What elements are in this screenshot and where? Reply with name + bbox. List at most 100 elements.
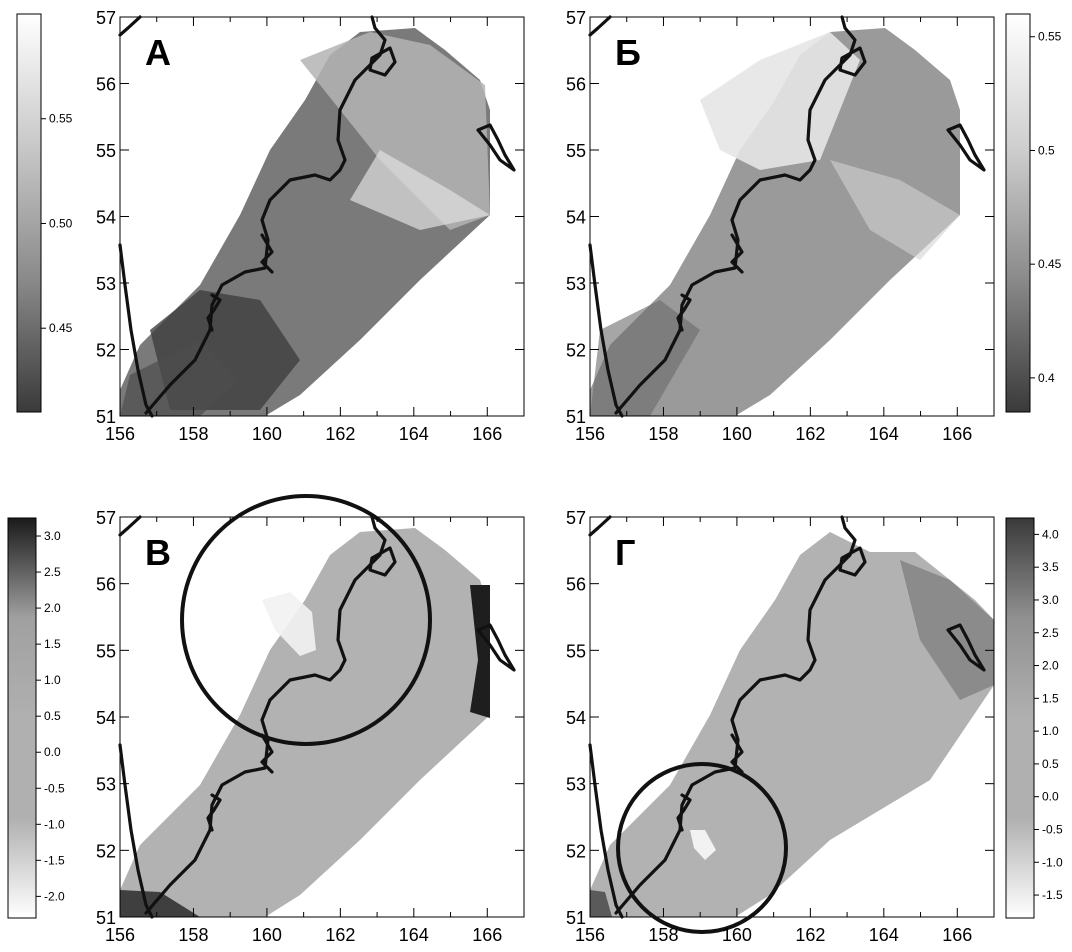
colorbar-c [7,517,37,919]
y-tick-label: 54 [96,708,116,728]
colorbar-tick-label: 0.0 [44,745,61,759]
y-tick-label: 54 [566,208,586,228]
colorbar-tick-label: -1.0 [1042,855,1063,869]
x-tick-label: 162 [325,424,355,444]
y-tick-label: 52 [566,341,586,361]
colorbar-tick-label: 3.0 [1042,593,1059,607]
x-tick-label: 156 [105,925,135,945]
highlight-circle-c [180,494,432,746]
y-tick-label: 53 [566,274,586,294]
colorbar-tick-label: -0.5 [44,781,65,795]
colorbar-b [1005,13,1031,413]
colorbar-tick-label: -1.0 [44,817,65,831]
panel-letter-b: Б [615,32,641,73]
colorbar-tick-label: 0.5 [1038,143,1055,157]
colorbar-tick-label: -0.5 [1042,822,1063,836]
x-tick-label: 166 [472,424,502,444]
panel-d: Г 156 158 160 162 164 166 51 52 53 54 55 56 57 4.0 3.… [566,508,1063,945]
coastline-d [588,515,986,919]
y-tick-label: 51 [96,407,116,427]
raster-map-b [590,28,960,416]
colorbar-d [1005,517,1035,919]
coastline-b [588,15,986,418]
coastline-a [118,15,516,418]
colorbar-tick-label: -1.5 [44,853,65,867]
panel-letter-a: А [145,32,171,73]
x-tick-label: 166 [472,925,502,945]
panel-letter-c: В [145,532,171,573]
colorbar-tick-label: 1.0 [1042,724,1059,738]
x-tick-label: 160 [722,925,752,945]
y-tick-label: 53 [96,274,116,294]
y-tick-label: 55 [566,641,586,661]
y-tick-label: 51 [566,908,586,928]
y-tick-label: 56 [96,575,116,595]
colorbar-tick-label: 2.0 [1042,659,1059,673]
colorbar-tick-label: 0.4 [1038,371,1055,385]
colorbar-tick-label: 0.50 [49,216,73,230]
y-tick-label: 54 [566,708,586,728]
colorbar-tick-label: 3.5 [1042,560,1059,574]
colorbar-a [16,13,42,413]
x-tick-label: 158 [178,424,208,444]
x-tick-label: 160 [252,925,282,945]
colorbar-tick-label: 2.5 [44,565,61,579]
y-tick-label: 53 [566,775,586,795]
y-tick-label: 53 [96,775,116,795]
colorbar-tick-label: 0.55 [49,112,73,126]
x-tick-label: 158 [178,925,208,945]
raster-map-d [590,532,994,917]
colorbar-tick-label: 1.0 [44,673,61,687]
panel-c: В 156 158 160 162 164 166 51 52 53 54 55 56 57 3.0 2.… [7,494,525,945]
colorbar-tick-label: -1.5 [1042,888,1063,902]
x-tick-label: 162 [795,925,825,945]
y-tick-label: 56 [566,575,586,595]
colorbar-tick-label: 0.45 [49,321,73,335]
x-tick-label: 156 [105,424,135,444]
y-tick-label: 54 [96,208,116,228]
colorbar-tick-label: 1.5 [1042,691,1059,705]
x-tick-label: 166 [942,925,972,945]
x-tick-label: 160 [252,424,282,444]
y-tick-label: 51 [96,908,116,928]
raster-map-a [120,28,490,416]
y-tick-label: 57 [96,508,116,528]
x-tick-label: 164 [869,424,899,444]
colorbar-tick-label: 0.5 [1042,757,1059,771]
y-tick-label: 56 [566,75,586,95]
x-tick-label: 164 [869,925,899,945]
x-tick-label: 160 [722,424,752,444]
x-tick-label: 162 [795,424,825,444]
colorbar-tick-label: 0.0 [1042,790,1059,804]
colorbar-tick-label: 0.55 [1038,30,1062,44]
colorbar-tick-label: 2.5 [1042,626,1059,640]
y-tick-label: 55 [96,141,116,161]
x-tick-label: 158 [648,424,678,444]
x-tick-label: 156 [575,424,605,444]
colorbar-tick-label: 0.45 [1038,257,1062,271]
x-tick-label: 164 [399,424,429,444]
y-tick-label: 57 [566,8,586,28]
colorbar-tick-label: -2.0 [44,889,65,903]
x-tick-label: 158 [648,925,678,945]
y-tick-label: 57 [566,508,586,528]
colorbar-tick-label: 1.5 [44,637,61,651]
y-tick-label: 55 [96,641,116,661]
panel-b: Б 156 158 160 162 164 166 51 52 53 54 55 56 57 0.55 0… [566,8,1062,444]
panel-letter-d: Г [615,532,635,573]
y-tick-label: 52 [96,341,116,361]
x-tick-label: 162 [325,925,355,945]
y-tick-label: 56 [96,75,116,95]
colorbar-tick-label: 2.0 [44,601,61,615]
panel-a: А 156 158 160 162 164 166 51 52 53 54 55 56 57 0.55 0… [16,8,525,444]
colorbar-tick-label: 3.0 [44,529,61,543]
y-tick-label: 52 [566,841,586,861]
y-tick-label: 52 [96,841,116,861]
y-tick-label: 51 [566,407,586,427]
raster-map-c [120,528,490,917]
highlight-circle-d [616,762,788,934]
x-tick-label: 166 [942,424,972,444]
y-tick-label: 57 [96,8,116,28]
colorbar-tick-label: 4.0 [1042,527,1059,541]
